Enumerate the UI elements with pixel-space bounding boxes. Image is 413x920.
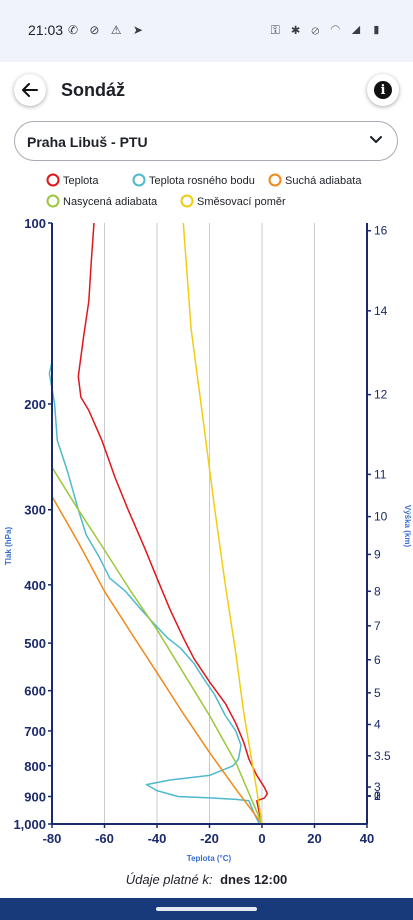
chart-grid bbox=[104, 223, 315, 824]
legend-marker-0 bbox=[46, 173, 60, 187]
y-tick-label-7: 800 bbox=[24, 759, 46, 774]
x-tick-label-6: 40 bbox=[360, 831, 374, 846]
y-tick-label-9: 1,000 bbox=[13, 817, 46, 832]
chart-axes: 1002003004005006007008009001,00016141211… bbox=[13, 216, 391, 846]
station-select[interactable]: Praha Libuš - PTU bbox=[14, 121, 398, 161]
x-tick-label-4: 0 bbox=[258, 831, 265, 846]
legend-label-1: Teplota rosného bodu bbox=[149, 175, 255, 187]
status-notification-icons: ✆ ⊘ ⚠ ➤ bbox=[68, 23, 147, 37]
y-tick-label-5: 600 bbox=[24, 684, 46, 699]
y-tick-label-1: 200 bbox=[24, 397, 46, 412]
y2-tick-label-8: 6 bbox=[374, 653, 381, 667]
x-axis-title: Teplota (°C) bbox=[187, 854, 232, 863]
y2-tick-label-1: 14 bbox=[374, 304, 388, 318]
series-line-1 bbox=[48, 361, 261, 825]
series-line-2 bbox=[51, 496, 263, 825]
page-title: Sondáž bbox=[61, 80, 126, 100]
legend-label-4: Směsovací poměr bbox=[197, 196, 286, 208]
y2-tick-label-12: 3 bbox=[374, 780, 381, 794]
x-tick-label-5: 20 bbox=[307, 831, 321, 846]
y-axis-title: Tlak (hPa) bbox=[4, 527, 13, 566]
sounding-chart: Teplota Teplota rosného bodu Suchá adiabat… bbox=[4, 173, 412, 863]
y2-tick-label-9: 5 bbox=[374, 686, 381, 700]
back-button[interactable] bbox=[14, 74, 46, 106]
x-tick-label-2: -40 bbox=[148, 831, 167, 846]
y2-tick-label-4: 10 bbox=[374, 510, 388, 524]
y2-tick-label-3: 11 bbox=[374, 467, 387, 481]
y-tick-label-2: 300 bbox=[24, 503, 46, 518]
y2-tick-label-14: 1 bbox=[374, 789, 381, 803]
app-bar: Sondáž i bbox=[0, 62, 413, 118]
chart-series bbox=[48, 222, 269, 825]
status-system-icons: ⚿ ✱ ⊘ ◠ ◢ ▮ bbox=[270, 23, 385, 37]
station-select-value: Praha Libuš - PTU bbox=[27, 134, 148, 150]
valid-time-value: dnes 12:00 bbox=[220, 872, 288, 887]
legend-marker-2 bbox=[268, 173, 282, 187]
y2-tick-label-0: 16 bbox=[374, 224, 388, 238]
legend-marker-1 bbox=[132, 173, 146, 187]
valid-time-row: Údaje platné k: dnes 12:00 bbox=[0, 872, 413, 887]
x-tick-label-3: -20 bbox=[200, 831, 219, 846]
chart-legend: Teplota Teplota rosného bodu Suchá adiabat… bbox=[46, 173, 362, 208]
legend-label-3: Nasycená adiabata bbox=[63, 196, 158, 208]
y-tick-label-8: 900 bbox=[24, 789, 46, 804]
legend-label-0: Teplota bbox=[63, 175, 99, 187]
y-tick-label-6: 700 bbox=[24, 724, 46, 739]
legend-label-2: Suchá adiabata bbox=[285, 175, 362, 187]
y2-tick-label-11: 3.5 bbox=[374, 749, 391, 763]
chevron-down-icon bbox=[370, 136, 382, 143]
system-navigation-bar bbox=[0, 898, 413, 920]
y2-tick-label-7: 7 bbox=[374, 619, 381, 633]
legend-marker-4 bbox=[180, 194, 194, 208]
home-handle[interactable] bbox=[156, 907, 257, 911]
y2-tick-label-10: 4 bbox=[374, 717, 381, 731]
y-tick-label-4: 500 bbox=[24, 636, 46, 651]
y2-tick-label-6: 8 bbox=[374, 584, 381, 598]
legend-marker-3 bbox=[46, 194, 60, 208]
series-line-4 bbox=[182, 222, 263, 825]
series-line-3 bbox=[51, 466, 263, 825]
y-tick-label-3: 400 bbox=[24, 578, 46, 593]
y2-tick-label-2: 12 bbox=[374, 388, 388, 402]
y2-tick-label-5: 9 bbox=[374, 547, 381, 561]
info-icon: i bbox=[374, 81, 392, 99]
y2-axis-title: Výška (km) bbox=[403, 505, 412, 548]
series-line-0 bbox=[77, 222, 269, 825]
arrow-left-icon bbox=[22, 83, 38, 97]
y2-tick-label-15: 0 bbox=[374, 789, 381, 803]
y2-tick-label-13: 2 bbox=[374, 789, 381, 803]
valid-time-label: Údaje platné k: bbox=[125, 872, 213, 887]
x-tick-label-0: -80 bbox=[43, 831, 62, 846]
y-tick-label-0: 100 bbox=[24, 216, 46, 231]
status-bar: 21:03 ✆ ⊘ ⚠ ➤ ⚿ ✱ ⊘ ◠ ◢ ▮ bbox=[0, 0, 413, 62]
x-tick-label-1: -60 bbox=[95, 831, 114, 846]
info-button[interactable]: i bbox=[367, 74, 399, 106]
status-time: 21:03 bbox=[28, 22, 64, 38]
